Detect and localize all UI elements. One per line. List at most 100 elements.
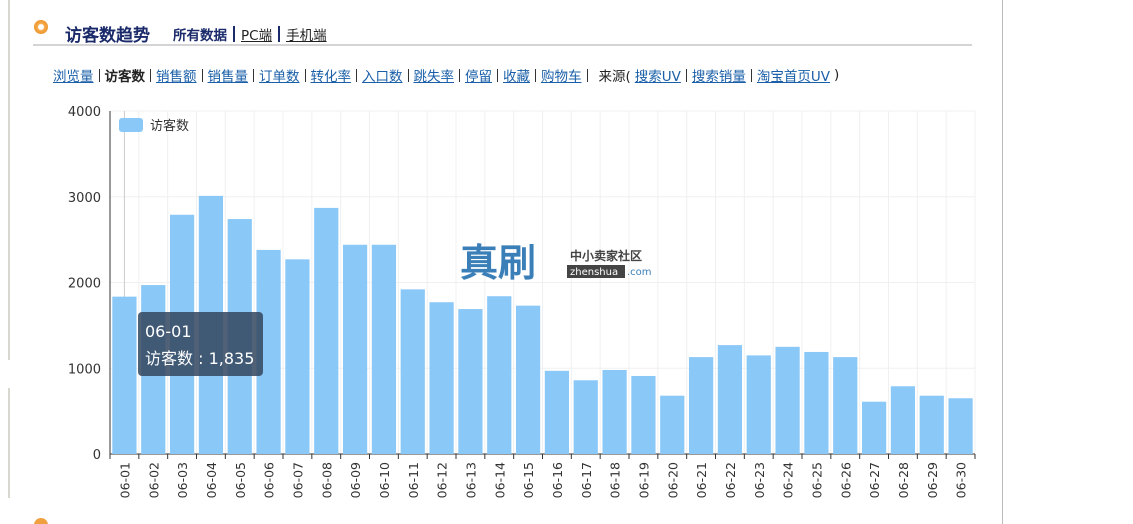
metric-link[interactable]: 订单数 [259,69,300,85]
legend-label: 访客数 [150,118,189,134]
watermark-site: zhenshua [570,267,618,278]
bar [631,375,656,454]
x-tick-label: 06-13 [463,462,478,498]
separator [304,68,306,82]
bar [285,259,310,454]
x-tick-label: 06-28 [896,462,911,498]
section-title: 访客数趋势 [65,26,150,46]
bar [112,296,137,454]
y-tick-label: 1000 [68,362,101,377]
separator [201,68,203,82]
x-tick-label: 06-04 [204,462,219,498]
metric-nav: 浏览量 访客数 销售额 销售量 订单数 转化率 入口数 跳失率 停留 收藏 购物车 来源(搜索UV 搜索… [53,65,839,85]
bar [371,244,397,454]
tooltip-box [138,312,263,376]
source-link[interactable]: 搜索UV [634,69,681,85]
left-panel-edge [0,388,10,498]
tooltip-text: 访客数 : 1,835 [145,349,254,368]
tooltip-title: 06-01 [145,322,192,341]
y-tick-label: 2000 [68,277,101,292]
metric-link[interactable]: 浏览量 [53,69,94,85]
separator [407,68,409,82]
watermark-domain: .com [627,267,652,278]
y-tick-label: 0 [93,448,101,463]
separator [750,68,752,82]
watermark-main: 真刷 [460,241,536,285]
source-link[interactable]: 淘宝首页UV [756,69,831,85]
metric-link[interactable]: 转化率 [310,69,352,85]
current-metric: 访客数 [104,69,146,85]
x-tick-label: 06-19 [636,462,651,498]
bar [775,346,800,454]
y-tick-label: 3000 [68,191,101,206]
metric-link[interactable]: 跳失率 [413,69,455,85]
x-tick-label: 06-07 [290,462,305,498]
section-icon [34,518,48,524]
x-tick-label: 06-12 [435,462,450,498]
tab[interactable]: 手机端 [286,28,327,44]
separator [253,68,254,82]
x-tick-label: 06-24 [781,462,796,498]
bar [660,395,685,454]
separator [497,68,498,82]
separator [535,68,536,82]
x-tick-label: 06-05 [233,462,248,498]
x-tick-label: 06-29 [925,462,940,498]
bar [919,395,944,454]
bar [400,289,425,454]
bar [342,244,368,454]
separator [685,68,687,82]
section-icon [34,20,48,34]
x-tick-label: 06-03 [175,462,190,498]
separator [98,68,100,82]
x-tick-label: 06-10 [377,462,392,498]
separator [356,68,357,82]
x-tick-label: 06-26 [838,462,853,498]
chart: 0 1000 2000 3000 4000 06-01 06-02 06-03 06-04 06-… [68,105,976,498]
bar [573,380,598,454]
x-tick-label: 06-16 [550,462,565,498]
watermark-sub: 中小卖家社区 [570,248,642,263]
bar [429,302,454,454]
bar [746,355,771,454]
x-tick-label: 06-06 [262,462,277,498]
tab[interactable]: PC端 [241,28,273,44]
metric-link[interactable]: 购物车 [541,69,582,85]
x-tick-label: 06-21 [694,462,709,498]
metric-link[interactable]: 停留 [465,69,492,85]
source-link[interactable]: 搜索销量 [691,69,746,85]
bar [861,401,887,454]
metric-link[interactable]: 入口数 [362,69,403,85]
metric-link[interactable]: 销售额 [156,69,197,85]
bar [717,345,743,454]
bar [544,370,570,454]
watermark-box [567,265,625,278]
legend-swatch [119,118,143,132]
bar [515,305,541,454]
tab[interactable]: 所有数据 [173,28,227,44]
separator [459,68,460,82]
bar [487,296,512,454]
bar [804,351,829,454]
x-tick-label: 06-23 [752,462,767,498]
close-paren: ) [834,67,840,83]
x-tick-label: 06-01 [117,462,132,498]
x-tick-label: 06-08 [319,462,334,498]
bar [833,357,858,454]
metric-link[interactable]: 收藏 [503,69,530,85]
x-tick-label: 06-15 [521,462,536,498]
x-tick-label: 06-30 [954,462,969,498]
metric-link[interactable]: 销售量 [207,69,249,85]
tabs: 所有数据 PC端 手机端 [173,24,327,44]
left-panel-edge [0,0,10,360]
x-tick-label: 06-02 [146,462,161,498]
bar [458,309,483,454]
x-tick-label: 06-22 [723,462,738,498]
bar [602,369,627,454]
separator [586,68,588,82]
x-tick-label: 06-14 [492,462,507,498]
bar [948,398,973,454]
bar [890,386,916,454]
x-tick-label: 06-27 [867,462,882,498]
